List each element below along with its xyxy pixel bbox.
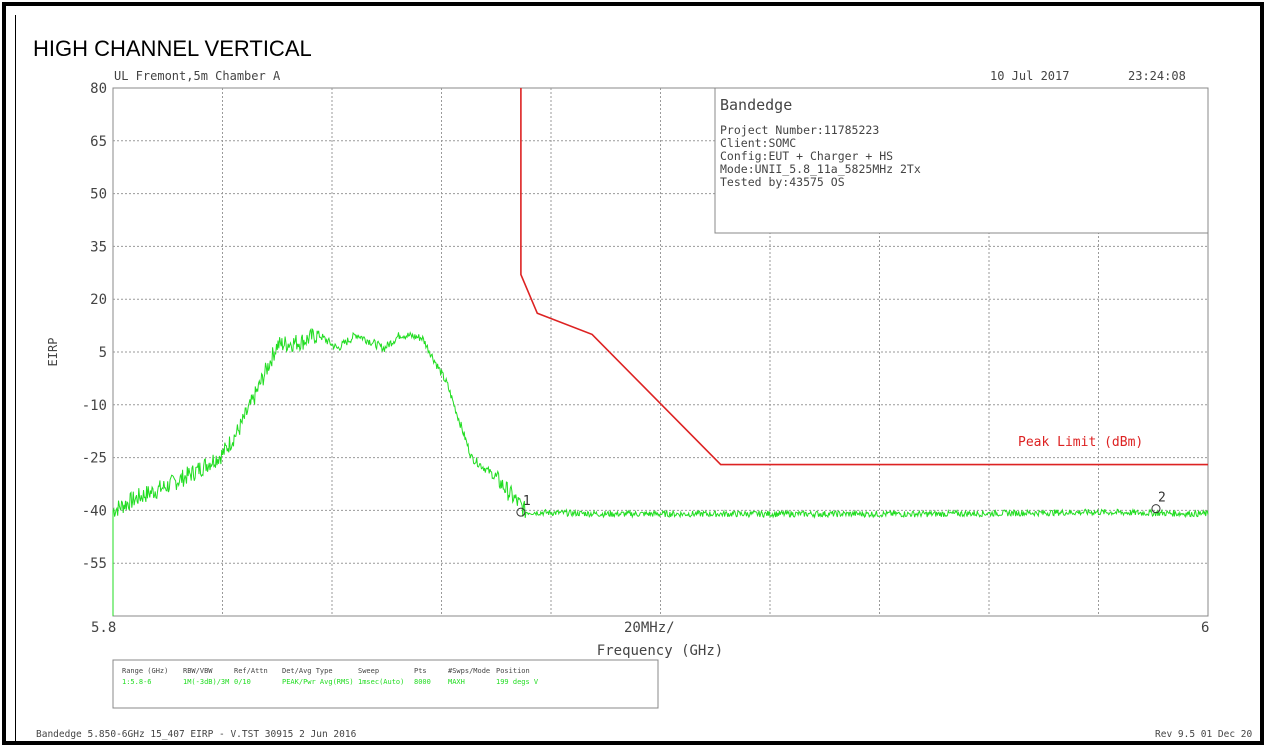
page-title: HIGH CHANNEL VERTICAL — [33, 36, 312, 61]
peak-limit-line — [520, 88, 1208, 466]
y-tick-label: -40 — [82, 503, 107, 519]
settings-header: Position — [496, 667, 530, 675]
header-site: UL Fremont,5m Chamber A — [114, 69, 281, 83]
header-date: 10 Jul 2017 — [990, 69, 1069, 83]
footer-left: Bandedge 5.850-6GHz 15_407 EIRP - V.TST … — [36, 729, 357, 740]
y-tick-label: 20 — [90, 292, 107, 308]
settings-value: 1:5.8-6 — [122, 678, 152, 686]
info-tested-by: Tested by:43575 OS — [720, 175, 845, 189]
footer-right: Rev 9.5 01 Dec 20 — [1155, 729, 1253, 740]
y-tick-label: 80 — [90, 81, 107, 97]
settings-header: Det/Avg Type — [282, 667, 333, 675]
y-tick-label: -55 — [82, 556, 107, 572]
settings-value: 1M(-3dB)/3M — [183, 678, 229, 686]
settings-value: 1msec(Auto) — [358, 678, 404, 686]
y-axis-label: EIRP — [46, 338, 60, 367]
settings-header: Pts — [414, 667, 427, 675]
info-box: Bandedge Project Number:11785223 Client:… — [714, 87, 1209, 234]
x-tick-label-start: 5.8 — [91, 620, 116, 636]
info-config: Config:EUT + Charger + HS — [720, 149, 893, 163]
y-tick-label: 65 — [90, 134, 107, 150]
marker-2-point — [1151, 504, 1161, 514]
y-tick-label: -10 — [82, 398, 107, 414]
settings-header: #Swps/Mode — [448, 667, 490, 675]
settings-header: Ref/Attn — [234, 667, 268, 675]
settings-header: Sweep — [358, 667, 379, 675]
limit-legend-label: Peak Limit (dBm) — [1018, 435, 1143, 450]
y-ticks: 80 65 50 35 20 5 -10 -25 -40 -55 — [82, 81, 107, 572]
header-time: 23:24:08 — [1128, 69, 1186, 83]
info-project: Project Number:11785223 — [720, 123, 879, 137]
y-tick-label: -25 — [82, 451, 107, 467]
info-box-title: Bandedge — [720, 96, 792, 114]
settings-table: Range (GHz) RBW/VBW Ref/Attn Det/Avg Type Sw… — [112, 659, 659, 709]
y-tick-label: 50 — [90, 187, 107, 203]
x-axis-label: Frequency (GHz) — [597, 643, 723, 659]
y-tick-label: 35 — [90, 239, 107, 255]
settings-value: MAXH — [448, 678, 465, 686]
x-tick-label-end: 6 — [1201, 620, 1209, 636]
settings-cells: Range (GHz) RBW/VBW Ref/Attn Det/Avg Type Sw… — [122, 667, 539, 686]
info-mode: Mode:UNII_5.8_11a_5825MHz 2Tx — [720, 162, 921, 176]
settings-table-frame — [112, 659, 659, 709]
measurement-trace — [112, 327, 1209, 616]
series-layer — [112, 88, 1209, 616]
settings-value: 8000 — [414, 678, 431, 686]
inner-frame — [15, 15, 1261, 745]
settings-header: Range (GHz) — [122, 667, 168, 675]
marker-1-label: 1 — [523, 494, 531, 509]
marker-1-point — [516, 507, 526, 517]
y-tick-label: 5 — [99, 345, 107, 361]
settings-value: PEAK/Pwr Avg(RMS) — [282, 678, 354, 686]
info-client: Client:SOMC — [720, 136, 796, 150]
x-tick-label-center: 20MHz/ — [624, 620, 675, 636]
settings-value: 199 degs V — [496, 678, 539, 686]
marker-2-label: 2 — [1158, 491, 1166, 506]
settings-value: 0/10 — [234, 678, 251, 686]
settings-header: RBW/VBW — [183, 667, 213, 675]
info-box-frame — [714, 87, 1209, 234]
